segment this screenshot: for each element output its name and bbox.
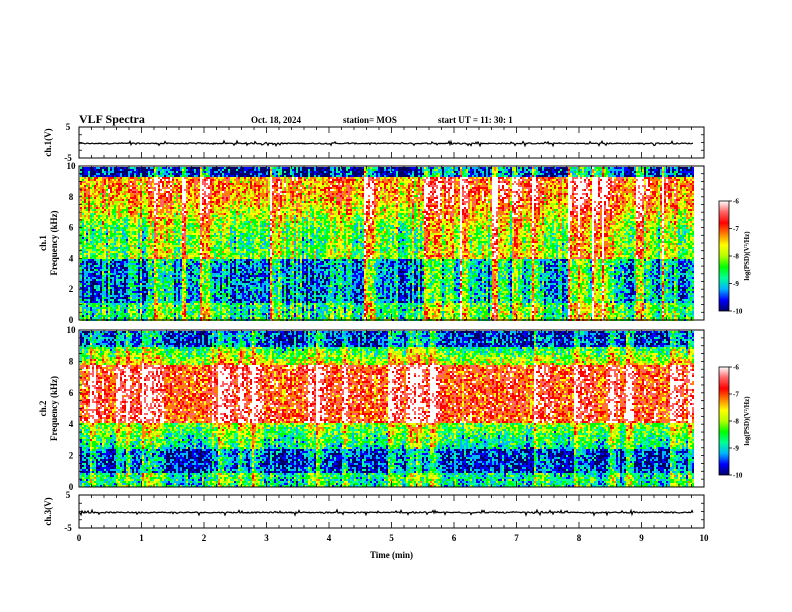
y-tick-label: 0 <box>69 482 74 492</box>
x-tick-label: 0 <box>77 533 82 543</box>
y-tick-label: 2 <box>69 451 74 461</box>
colorbar-scale <box>719 367 729 475</box>
vlf-spectra-figure: 5-5ch.1(V)5-5ch.3(V)0 1 2 3 4 5 6 7 8 9 100246810c… <box>0 0 792 612</box>
x-tick-label: 10 <box>700 533 710 543</box>
y-tick-label: 6 <box>69 223 74 233</box>
y-axis-label: Frequency (kHz) <box>49 376 59 441</box>
ch3-waveform-panel: 5-5ch.3(V) <box>43 490 704 533</box>
x-tick-label: 7 <box>514 533 519 543</box>
y-tick-label: 10 <box>67 161 77 171</box>
colorbar-tick-label: -7 <box>733 225 739 233</box>
x-tick-label: 2 <box>202 533 207 543</box>
ch1-waveform-panel: 5-5ch.1(V) <box>43 122 704 163</box>
colorbar-tick-label: -6 <box>733 198 739 206</box>
colorbar-tick-label: -10 <box>733 308 743 316</box>
spectrogram-cells <box>80 167 694 321</box>
x-tick-label: 9 <box>639 533 644 543</box>
colorbar-tick-label: -9 <box>733 445 739 453</box>
colorbar-tick-label: -8 <box>733 253 739 261</box>
ch1-spectrogram-panel: 0 2 4 6 8 10 ch.1 Frequency (kHz) -6 -7 -8 -9 -10 log… <box>38 161 751 325</box>
y-tick-label: 10 <box>67 325 77 335</box>
colorbar: -6 -7 -8 -9 -10 log(PSD)(V²/Hz) <box>719 364 751 480</box>
y-axis-label: ch.1(V) <box>43 128 53 156</box>
y-tick-label: -5 <box>64 523 72 533</box>
x-axis-label: Time (min) <box>370 550 413 560</box>
y-tick-label: 8 <box>69 192 74 202</box>
colorbar-scale <box>719 201 729 311</box>
y-axis-label: ch.1 <box>38 235 48 251</box>
colorbar-tick-label: -8 <box>733 418 739 426</box>
x-tick-label: 3 <box>264 533 269 543</box>
colorbar-tick-label: -6 <box>733 364 739 372</box>
x-tick-label: 8 <box>577 533 582 543</box>
y-axis-label: Frequency (kHz) <box>49 210 59 275</box>
spectrogram-cells <box>80 331 694 487</box>
x-tick-label: 5 <box>389 533 394 543</box>
colorbar-tick-label: -9 <box>733 280 739 288</box>
ch2-spectrogram-panel: 0 2 4 6 8 10 ch.2 Frequency (kHz) -6 -7 -8 -9 -10 log… <box>38 325 751 492</box>
y-tick-label: 4 <box>69 419 74 429</box>
colorbar-label: log(PSD)(V²/Hz) <box>743 231 751 281</box>
y-tick-label: 2 <box>69 284 74 294</box>
y-tick-label: 6 <box>69 388 74 398</box>
colorbar-label: log(PSD)(V²/Hz) <box>743 396 751 446</box>
y-tick-label: 4 <box>69 253 74 263</box>
y-tick-label: 0 <box>69 315 74 325</box>
x-tick-label: 1 <box>139 533 144 543</box>
x-tick-label: 6 <box>452 533 457 543</box>
x-tick-label: 4 <box>327 533 332 543</box>
colorbar-tick-label: -7 <box>733 391 739 399</box>
y-axis-label: ch.2 <box>38 400 48 416</box>
colorbar-tick-label: -10 <box>733 472 743 480</box>
y-tick-label: 5 <box>66 122 71 132</box>
y-tick-label: 8 <box>69 356 74 366</box>
y-axis-label: ch.3(V) <box>43 497 53 525</box>
colorbar: -6 -7 -8 -9 -10 log(PSD)(V²/Hz) <box>719 198 751 316</box>
